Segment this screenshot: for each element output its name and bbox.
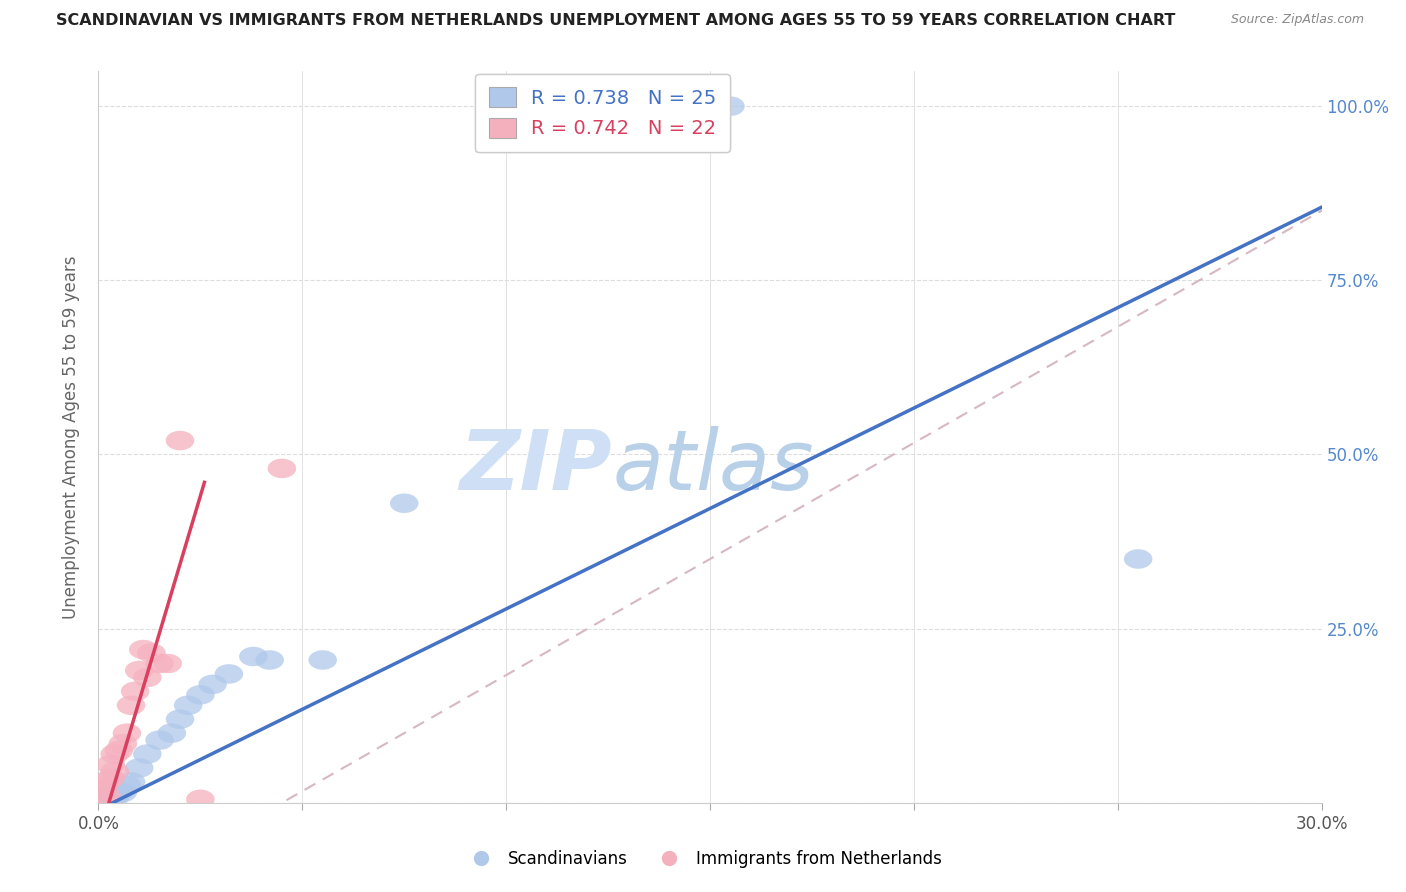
Ellipse shape: [215, 665, 243, 683]
Ellipse shape: [267, 458, 297, 478]
Ellipse shape: [104, 782, 134, 802]
Ellipse shape: [134, 744, 162, 764]
Ellipse shape: [89, 789, 117, 809]
Legend: R = 0.738   N = 25, R = 0.742   N = 22: R = 0.738 N = 25, R = 0.742 N = 22: [475, 74, 730, 152]
Legend: Scandinavians, Immigrants from Netherlands: Scandinavians, Immigrants from Netherlan…: [457, 844, 949, 875]
Y-axis label: Unemployment Among Ages 55 to 59 years: Unemployment Among Ages 55 to 59 years: [62, 255, 80, 619]
Ellipse shape: [308, 650, 337, 670]
Ellipse shape: [93, 786, 121, 805]
Ellipse shape: [125, 758, 153, 778]
Ellipse shape: [157, 723, 186, 743]
Ellipse shape: [89, 789, 117, 809]
Ellipse shape: [104, 740, 134, 760]
Ellipse shape: [100, 744, 129, 764]
Ellipse shape: [239, 647, 267, 666]
Ellipse shape: [129, 640, 157, 659]
Ellipse shape: [389, 493, 419, 513]
Ellipse shape: [117, 772, 145, 792]
Ellipse shape: [134, 667, 162, 687]
Ellipse shape: [121, 681, 149, 701]
Ellipse shape: [117, 696, 145, 715]
Text: SCANDINAVIAN VS IMMIGRANTS FROM NETHERLANDS UNEMPLOYMENT AMONG AGES 55 TO 59 YEA: SCANDINAVIAN VS IMMIGRANTS FROM NETHERLA…: [56, 13, 1175, 29]
Ellipse shape: [716, 96, 745, 116]
Ellipse shape: [145, 731, 174, 750]
Ellipse shape: [100, 762, 129, 781]
Ellipse shape: [89, 779, 117, 798]
Ellipse shape: [125, 661, 153, 681]
Ellipse shape: [108, 782, 138, 802]
Ellipse shape: [100, 788, 129, 807]
Ellipse shape: [97, 789, 125, 809]
Ellipse shape: [93, 788, 121, 807]
Ellipse shape: [174, 696, 202, 715]
Ellipse shape: [614, 96, 643, 116]
Ellipse shape: [153, 654, 181, 673]
Ellipse shape: [112, 776, 141, 795]
Ellipse shape: [186, 685, 215, 705]
Ellipse shape: [138, 643, 166, 663]
Ellipse shape: [97, 785, 125, 805]
Ellipse shape: [97, 755, 125, 774]
Ellipse shape: [186, 789, 215, 809]
Ellipse shape: [166, 709, 194, 729]
Ellipse shape: [256, 650, 284, 670]
Ellipse shape: [198, 674, 226, 694]
Text: ZIP: ZIP: [460, 425, 612, 507]
Ellipse shape: [166, 431, 194, 450]
Ellipse shape: [1123, 549, 1153, 569]
Ellipse shape: [97, 769, 125, 789]
Ellipse shape: [145, 654, 174, 673]
Text: Source: ZipAtlas.com: Source: ZipAtlas.com: [1230, 13, 1364, 27]
Ellipse shape: [108, 734, 138, 754]
Text: atlas: atlas: [612, 425, 814, 507]
Ellipse shape: [93, 772, 121, 792]
Ellipse shape: [112, 723, 141, 743]
